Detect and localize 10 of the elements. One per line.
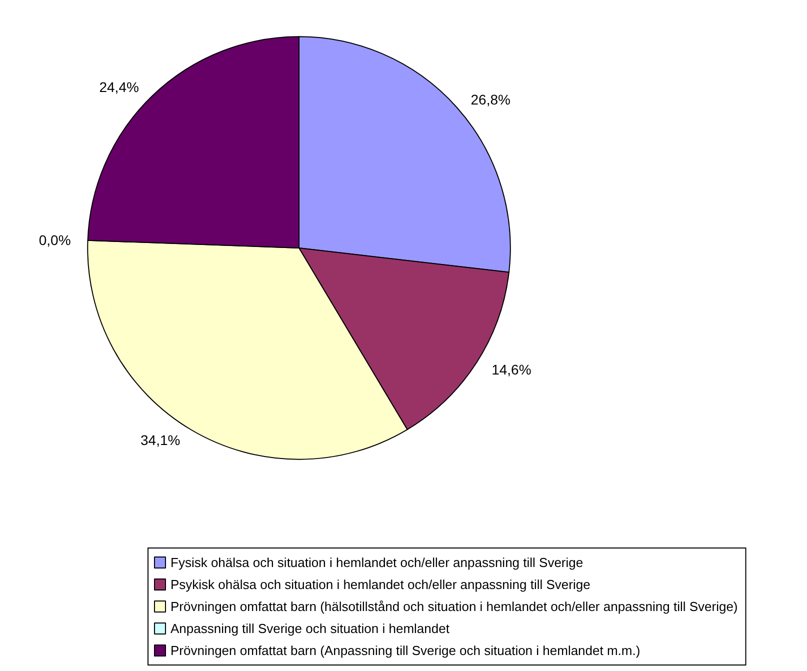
legend-label: Anpassning till Sverige och situation i hemlandet bbox=[170, 621, 450, 636]
legend-label: Prövningen omfattat barn (hälsotillstånd och situation i hemlandet och/eller anpassning till Sverige) bbox=[170, 599, 738, 614]
data-label: 26,8% bbox=[470, 91, 510, 108]
legend-label: Psykisk ohälsa och situation i hemlandet och/eller anpassning till Sverige bbox=[170, 577, 590, 592]
data-label: 24,4% bbox=[99, 79, 139, 96]
data-label: 34,1% bbox=[140, 432, 180, 448]
legend-label: Fysisk ohälsa och situation i hemlandet och/eller anpassning till Sverige bbox=[170, 555, 584, 570]
legend-label: Prövningen omfattat barn (Anpassning till Sverige och situation i hemlandet m.m.) bbox=[170, 643, 640, 658]
text: 0,0% bbox=[38, 232, 71, 248]
data-label: 14,6% bbox=[492, 361, 532, 378]
